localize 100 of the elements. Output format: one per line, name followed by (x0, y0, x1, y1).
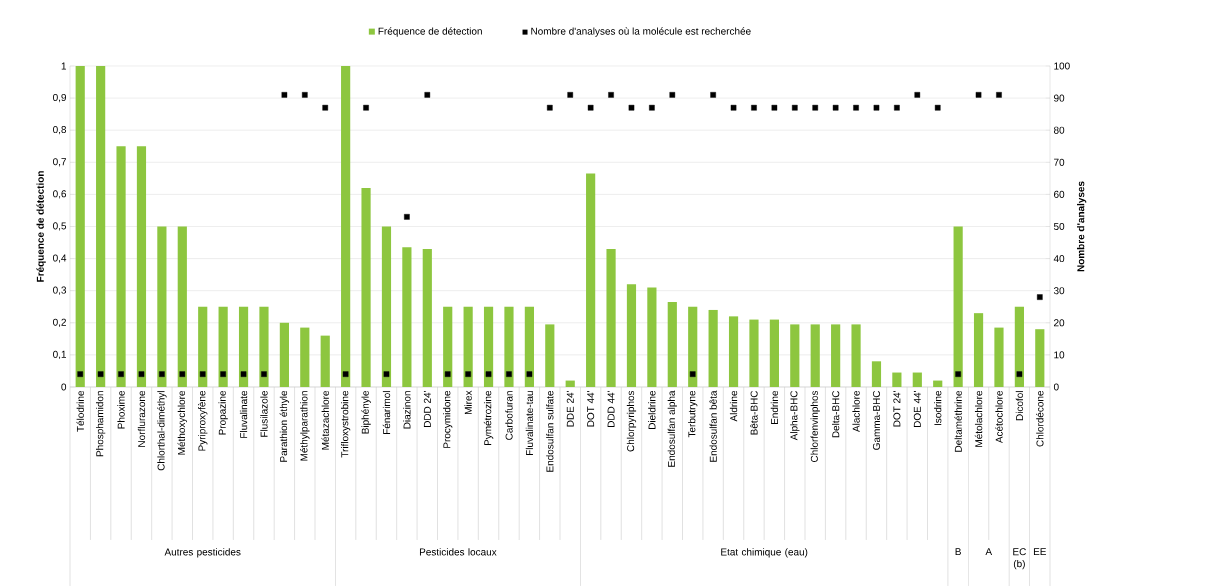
point (669, 92, 676, 98)
point (342, 371, 349, 377)
bar (790, 324, 800, 387)
point (138, 371, 145, 377)
y-tick-label: 0,3 (53, 286, 67, 295)
y2-tick-label: 90 (1054, 94, 1065, 102)
point (424, 92, 431, 98)
point (975, 92, 982, 98)
text: EC (b) (1013, 548, 1026, 570)
point (322, 104, 329, 111)
point (628, 104, 635, 111)
x-tick-label: DDE 24' (566, 391, 574, 427)
bar (524, 306, 534, 387)
point (159, 371, 165, 377)
bar (953, 226, 963, 387)
text: Etat chimique (eau) (721, 548, 808, 558)
bar (667, 301, 677, 387)
point (404, 214, 410, 220)
bar (728, 316, 739, 387)
x-tick-label: Dicofol (1015, 391, 1024, 421)
y-tick-label: 0,2 (53, 318, 66, 327)
bar (483, 306, 494, 387)
point (179, 371, 186, 377)
text: Autres pesticides (164, 548, 241, 558)
point (649, 104, 655, 111)
x-tick-label: DOT 44' (587, 391, 595, 427)
bar (300, 327, 310, 387)
point (281, 92, 288, 98)
x-tick-label: Fluvalinate-tau (525, 391, 534, 456)
text: EE (1033, 548, 1047, 556)
point (567, 92, 574, 98)
x-tick-label: Acétochlore (995, 390, 1003, 444)
x-tick-label: Phoxime (117, 390, 125, 429)
bar (994, 327, 1004, 387)
x-tick-label: Endosulfan sulfate (546, 390, 554, 472)
point (1037, 294, 1043, 300)
point (771, 104, 778, 111)
bar (565, 380, 575, 387)
bar (361, 187, 371, 387)
x-tick-label: Propazine (218, 390, 228, 435)
point (914, 92, 921, 98)
y2-tick-label: 40 (1053, 255, 1065, 263)
x-tick-label: Biphényle (361, 390, 371, 434)
y-tick-label: 0,9 (53, 93, 67, 103)
x-tick-label: Chlordécone (1036, 390, 1044, 447)
bar (320, 335, 330, 387)
bar (463, 306, 473, 387)
bar (96, 65, 106, 387)
bar (402, 247, 412, 387)
x-tick-label: Chlorfenvinphos (810, 390, 820, 462)
bar (504, 306, 514, 387)
point (1016, 371, 1023, 377)
point (955, 371, 961, 377)
bar (177, 226, 187, 387)
text: Pesticides locaux (419, 548, 497, 556)
x-tick-label: Endrine (770, 390, 779, 425)
point (220, 371, 226, 377)
bar (708, 309, 718, 387)
point (363, 104, 369, 111)
x-tick-label: Fénarimol (382, 391, 391, 434)
x-tick-label: Méthylparathion (300, 391, 310, 461)
point (689, 371, 696, 377)
point (710, 92, 716, 98)
y-tick-label: 0,1 (53, 350, 67, 360)
point (118, 371, 124, 377)
x-tick-label: Delta-BHC (831, 390, 840, 438)
x-tick-label: Méthoxychlore (177, 390, 187, 455)
point (792, 104, 798, 111)
y2-axis-title: Nombre d'analyses (1076, 181, 1087, 272)
point (587, 104, 594, 111)
x-tick-label: DDD 44' (607, 391, 615, 428)
x-tick-label: Alpha-BHC (790, 390, 800, 441)
point (383, 371, 390, 377)
bar (1035, 329, 1045, 387)
x-tick-label: Bêta-BHC (750, 390, 758, 435)
text: A (985, 548, 993, 556)
y-tick-label: 0,8 (53, 126, 67, 135)
point (485, 371, 492, 377)
bar (443, 306, 453, 387)
x-tick-label: Procymidone (443, 390, 453, 448)
bar (75, 65, 85, 387)
x-tick-label: Fluvalinate (239, 390, 248, 438)
bar (647, 287, 657, 387)
bar (626, 284, 637, 387)
point (934, 104, 941, 111)
x-tick-label: Chlorthal-diméthyl (157, 391, 167, 471)
x-tick-label: Endosulfan bêta (709, 390, 717, 462)
point (730, 104, 737, 111)
text: B (955, 548, 961, 556)
y2-tick-label: 100 (1054, 62, 1070, 70)
legend-label: Nombre d'analyses où la molécule est recherchée (531, 27, 751, 37)
point (873, 104, 880, 111)
point (77, 371, 84, 377)
bar (973, 313, 984, 387)
x-tick-label: Métolachlore (974, 390, 983, 447)
y2-tick-label: 20 (1054, 319, 1065, 327)
x-tick-label: Endosulfan alpha (667, 390, 677, 467)
bar (769, 319, 779, 387)
bar (749, 319, 759, 387)
x-tick-label: Aldrine (729, 390, 738, 422)
